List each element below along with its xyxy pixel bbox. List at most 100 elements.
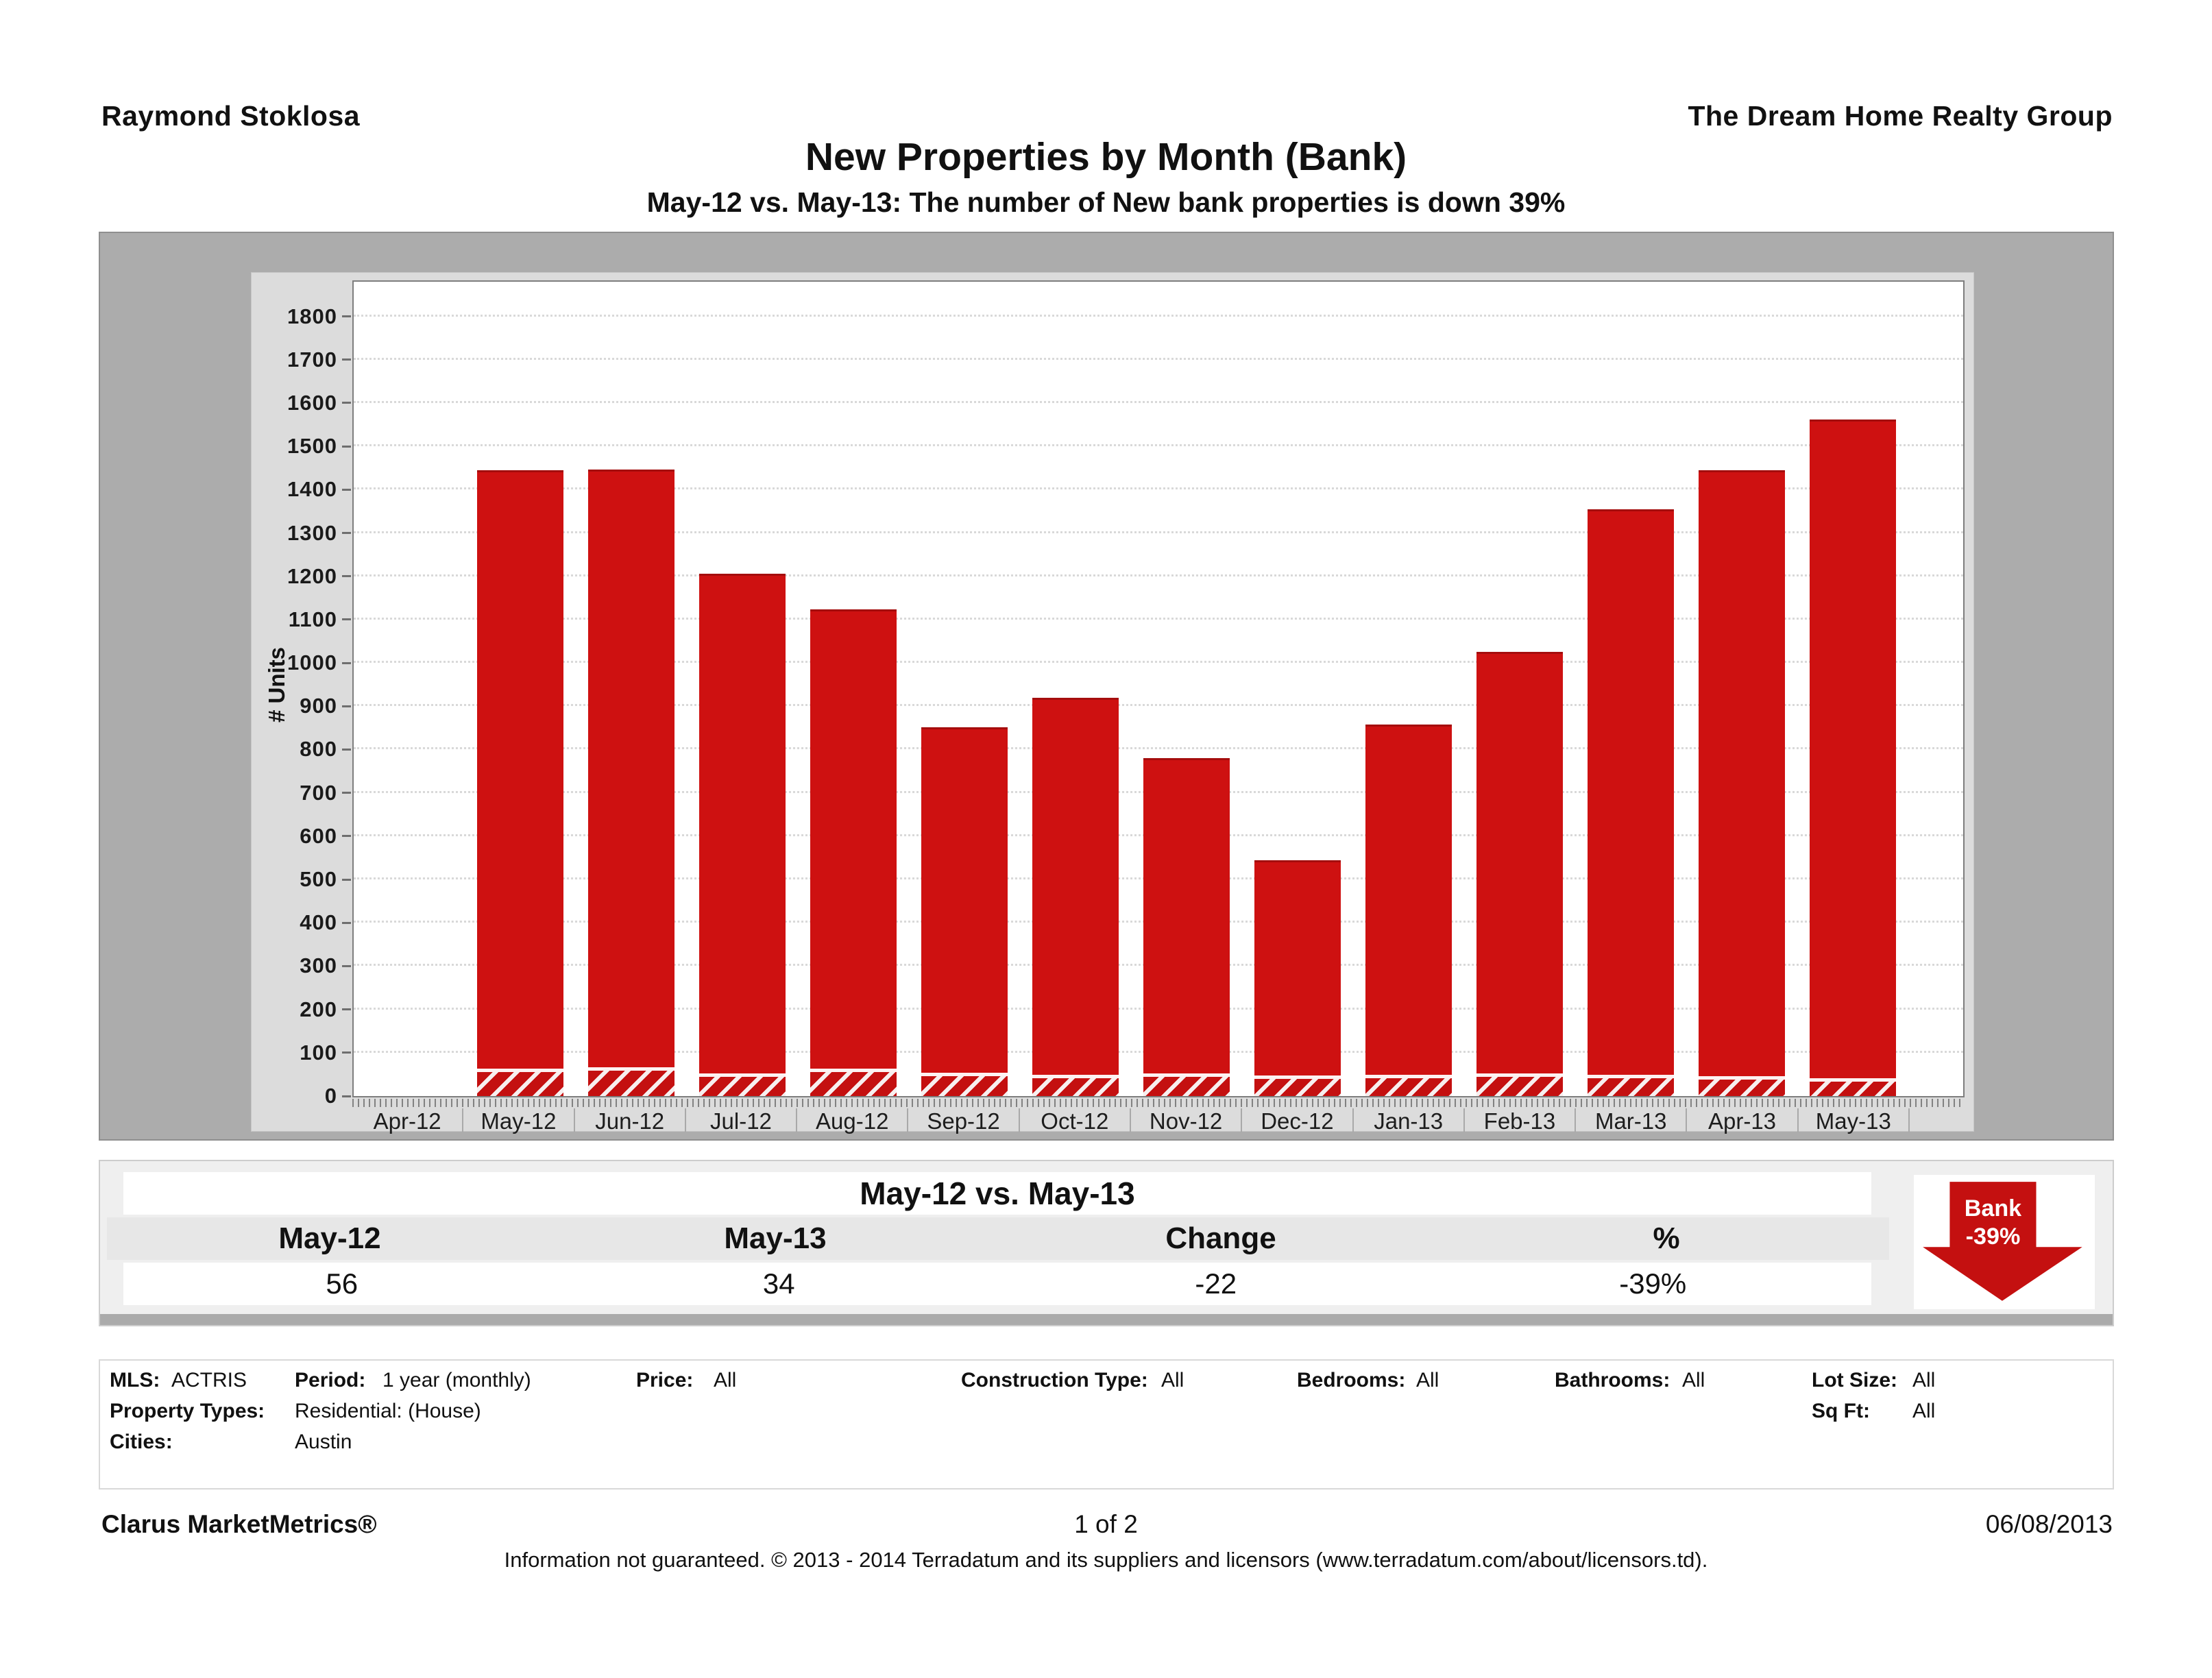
filter-cities-value: Austin bbox=[295, 1431, 352, 1453]
bar-slot-Apr-12 bbox=[354, 282, 465, 1096]
x-tick-Sep-12: Sep-12 bbox=[908, 1108, 1020, 1134]
y-tick-1500: 1500 bbox=[287, 434, 351, 459]
company-name: The Dream Home Realty Group bbox=[1688, 100, 2113, 132]
comparison-col-percent: % bbox=[1653, 1221, 1680, 1255]
x-tick-May-13: May-13 bbox=[1799, 1108, 1910, 1134]
x-tick-Jan-13: Jan-13 bbox=[1354, 1108, 1465, 1134]
footer-date: 06/08/2013 bbox=[1985, 1510, 2113, 1538]
down-arrow-icon: Bank -39% bbox=[1923, 1182, 2082, 1301]
comparison-val-percent: -39% bbox=[1619, 1267, 1687, 1300]
filter-sqft-label: Sq Ft: bbox=[1812, 1400, 1870, 1422]
bar-Apr-13 bbox=[1698, 470, 1786, 1096]
y-tick-1000: 1000 bbox=[287, 650, 351, 675]
x-tick-Apr-13: Apr-13 bbox=[1687, 1108, 1799, 1134]
y-tick-1700: 1700 bbox=[287, 348, 351, 372]
bar-slot-Jul-12 bbox=[687, 282, 798, 1096]
bar-slot-May-12 bbox=[465, 282, 576, 1096]
bar-slot-Jan-13 bbox=[1353, 282, 1464, 1096]
page-subtitle: May-12 vs. May-13: The number of New ban… bbox=[646, 186, 1566, 218]
filter-price-value: All bbox=[714, 1369, 737, 1391]
gridline-800 bbox=[354, 747, 1963, 750]
comparison-header-row: May-12 May-13 Change % bbox=[107, 1217, 1889, 1260]
filter-bedrooms-value: All bbox=[1416, 1369, 1439, 1391]
x-tick-Dec-12: Dec-12 bbox=[1242, 1108, 1354, 1134]
bar-hatch-May-12 bbox=[476, 1071, 564, 1096]
gridline-1100 bbox=[354, 617, 1963, 620]
agent-name: Raymond Stoklosa bbox=[101, 100, 361, 132]
badge-value: -39% bbox=[1966, 1224, 2021, 1250]
comparison-col-may13: May-13 bbox=[724, 1221, 827, 1255]
x-tick-May-12: May-12 bbox=[463, 1108, 575, 1134]
y-tick-500: 500 bbox=[300, 867, 351, 892]
bar-hatch-Mar-13 bbox=[1587, 1078, 1675, 1096]
y-tick-700: 700 bbox=[300, 781, 351, 805]
bar-Jul-12 bbox=[698, 573, 786, 1096]
gridline-1500 bbox=[354, 444, 1963, 447]
x-tick-Feb-13: Feb-13 bbox=[1465, 1108, 1577, 1134]
y-tick-0: 0 bbox=[325, 1084, 351, 1108]
bar-Mar-13 bbox=[1587, 509, 1675, 1096]
comparison-col-change: Change bbox=[1165, 1221, 1276, 1255]
bank-badge-panel: Bank -39% bbox=[1914, 1175, 2095, 1309]
y-tick-200: 200 bbox=[300, 997, 351, 1022]
bar-slot-Jun-12 bbox=[576, 282, 687, 1096]
filter-lotsize-label: Lot Size: bbox=[1812, 1369, 1897, 1391]
x-tick-Apr-12: Apr-12 bbox=[352, 1108, 464, 1134]
bar-Aug-12 bbox=[810, 609, 897, 1096]
chart-section: # Units 0 100 200 300 400 500 600 700 800 900 1000… bbox=[99, 232, 2114, 1141]
gridline-1700 bbox=[354, 357, 1963, 360]
bar-Feb-13 bbox=[1476, 651, 1564, 1096]
bar-slot-Nov-12 bbox=[1131, 282, 1242, 1096]
page-title: New Properties by Month (Bank) bbox=[805, 135, 1407, 179]
bar-May-13 bbox=[1809, 419, 1897, 1096]
x-axis: Apr-12 May-12 Jun-12 Jul-12 Aug-12 Sep-12 Oct-… bbox=[352, 1108, 1965, 1134]
bar-Dec-12 bbox=[1254, 860, 1341, 1096]
bar-slot-May-13 bbox=[1797, 282, 1908, 1096]
filter-mls-label: MLS: bbox=[110, 1369, 160, 1391]
bar-series bbox=[354, 282, 1963, 1096]
gridline-1800 bbox=[354, 314, 1963, 317]
x-axis-minor-ticks bbox=[352, 1099, 1965, 1107]
badge-label: Bank bbox=[1965, 1195, 2021, 1221]
filter-construction-label: Construction Type: bbox=[961, 1369, 1148, 1391]
bar-Jun-12 bbox=[587, 469, 675, 1096]
bar-hatch-Sep-12 bbox=[921, 1076, 1008, 1096]
gridline-1300 bbox=[354, 531, 1963, 533]
filter-period-value: 1 year (monthly) bbox=[382, 1369, 531, 1391]
gridline-1600 bbox=[354, 400, 1963, 403]
x-tick-Oct-12: Oct-12 bbox=[1020, 1108, 1131, 1134]
x-tick-Jul-12: Jul-12 bbox=[686, 1108, 798, 1134]
comparison-title: May-12 vs. May-13 bbox=[860, 1176, 1135, 1211]
bar-slot-Oct-12 bbox=[1020, 282, 1131, 1096]
bar-hatch-Aug-12 bbox=[810, 1072, 897, 1096]
y-tick-1400: 1400 bbox=[287, 477, 351, 502]
footer-brand: Clarus MarketMetrics® bbox=[101, 1510, 377, 1538]
bar-slot-Apr-13 bbox=[1686, 282, 1797, 1096]
filter-bathrooms-label: Bathrooms: bbox=[1555, 1369, 1670, 1391]
bar-slot-Mar-13 bbox=[1575, 282, 1686, 1096]
comparison-section: May-12 vs. May-13 May-12 May-13 Change %… bbox=[99, 1160, 2114, 1326]
y-tick-1600: 1600 bbox=[287, 391, 351, 415]
comparison-value-row: 56 34 -22 -39% bbox=[123, 1263, 1871, 1305]
y-tick-900: 900 bbox=[300, 694, 351, 718]
footer-page-number: 1 of 2 bbox=[1074, 1510, 1138, 1538]
y-tick-1300: 1300 bbox=[287, 521, 351, 546]
y-tick-800: 800 bbox=[300, 737, 351, 762]
bar-hatch-Jul-12 bbox=[698, 1076, 786, 1096]
bar-hatch-Nov-12 bbox=[1143, 1077, 1230, 1096]
bar-hatch-Jan-13 bbox=[1365, 1078, 1453, 1096]
comparison-val-change: -22 bbox=[1195, 1267, 1237, 1300]
y-axis: 0 100 200 300 400 500 600 700 800 900 1000 1100 1200… bbox=[252, 282, 351, 1108]
filter-construction-value: All bbox=[1161, 1369, 1184, 1391]
bar-slot-Aug-12 bbox=[798, 282, 909, 1096]
bar-hatch-Dec-12 bbox=[1254, 1078, 1341, 1096]
bar-Nov-12 bbox=[1143, 758, 1230, 1096]
y-tick-300: 300 bbox=[300, 953, 351, 978]
x-tick-Nov-12: Nov-12 bbox=[1131, 1108, 1243, 1134]
y-tick-100: 100 bbox=[300, 1041, 351, 1065]
comparison-val-may13: 34 bbox=[762, 1267, 795, 1300]
bar-Jan-13 bbox=[1365, 724, 1453, 1096]
filter-propertytypes-label: Property Types: bbox=[110, 1400, 265, 1422]
comparison-title-row: May-12 vs. May-13 bbox=[123, 1172, 1871, 1215]
chart-panel: # Units 0 100 200 300 400 500 600 700 800 900 1000… bbox=[251, 272, 1974, 1134]
